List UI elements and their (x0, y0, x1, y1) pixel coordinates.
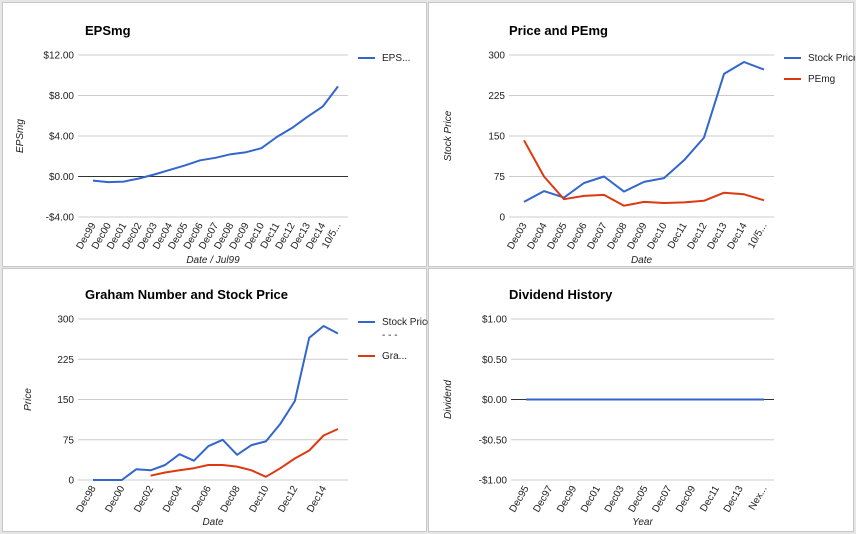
y-tick-label: 225 (57, 355, 74, 366)
x-tick-label: Dec14 (305, 484, 329, 515)
price-pe-chart: Price and PEmg075150225300Dec03Dec04Dec0… (443, 23, 855, 266)
y-tick-label: $0.00 (482, 395, 507, 406)
x-tick-label: Dec10 (248, 484, 272, 515)
x-tick-label: Dec01 (579, 484, 603, 515)
y-axis-title: Dividend (443, 380, 454, 419)
y-tick-label: 75 (63, 435, 75, 446)
legend-label: Stock Price (808, 53, 855, 64)
graham-chart-panel: Graham Number and Stock Price 0 75 150 225 30… (2, 268, 428, 532)
legend-label: Stock Price - - - (382, 317, 428, 341)
eps-chart: EPSmg-$4.00$0.00$4.00$8.00$12.00Dec99Dec… (15, 23, 410, 266)
graham-chart: Graham Number and Stock Price 0 75 150 225 30… (23, 287, 428, 528)
series-line-2 (523, 139, 765, 207)
eps-chart-panel: EPSmg -$4.00 $0.00 $4.00 $8.00 $12.00 Dec99 Dec… (2, 2, 427, 267)
dividend-chart-panel: Dividend History -$1.00 -$0.50 $0.00 $0.50 $1… (428, 268, 854, 532)
legend-label: EPS... (382, 53, 410, 64)
y-tick-label: $0.50 (482, 355, 507, 366)
x-tick-label: Dec08 (219, 484, 243, 515)
x-tick-label: Dec04 (161, 484, 185, 515)
y-tick-label: -$4.00 (46, 213, 75, 224)
x-tick-label: Dec09 (674, 484, 698, 515)
x-tick-label: Dec11 (698, 484, 722, 514)
y-tick-label: 300 (488, 51, 505, 62)
y-tick-label: -$1.00 (479, 476, 508, 487)
chart-title: Dividend History (509, 287, 613, 302)
x-axis-title: Date (202, 517, 224, 528)
x-tick-label: Dec03 (603, 484, 627, 515)
x-tick-label: Dec10 (646, 221, 670, 252)
x-tick-label: Dec99 (555, 484, 579, 515)
x-tick-label: Nex... (747, 484, 770, 512)
x-tick-label: Dec97 (531, 484, 555, 515)
y-tick-label: -$0.50 (479, 435, 508, 446)
legend-label: Gra... (382, 351, 407, 362)
x-tick-label: Dec14 (726, 221, 750, 252)
y-tick-label: $12.00 (43, 51, 74, 62)
dividend-chart: Dividend History -$1.00 -$0.50 $0.00 $0.50 $1… (443, 287, 774, 528)
price-pe-chart-panel: Price and PEmg 0 75 150 225 300 Dec03 Dec04 Dec0… (428, 2, 855, 267)
x-tick-label: Dec12 (276, 484, 300, 515)
y-tick-label: $1.00 (482, 315, 507, 326)
y-tick-label: $0.00 (49, 172, 74, 183)
x-tick-label: Dec95 (508, 484, 532, 515)
y-tick-label: 75 (494, 172, 506, 183)
x-axis-title: Year (632, 517, 653, 528)
y-axis-title: Stock Price (443, 110, 454, 161)
series-line-1 (93, 325, 339, 481)
y-axis-title: Price (23, 388, 34, 411)
y-tick-label: 0 (499, 213, 505, 224)
chart-title: Graham Number and Stock Price (85, 287, 288, 302)
y-tick-label: 225 (488, 91, 505, 102)
x-tick-label: Dec13 (722, 484, 746, 515)
y-tick-label: 150 (57, 395, 74, 406)
series-line-1 (523, 61, 765, 203)
chart-title: EPSmg (85, 23, 131, 38)
x-tick-label: Dec07 (650, 484, 674, 515)
x-tick-label: Dec00 (103, 484, 127, 515)
series-line-1 (92, 85, 339, 184)
x-axis-title: Date (631, 255, 653, 266)
y-tick-label: $4.00 (49, 132, 74, 143)
x-tick-label: Dec02 (132, 484, 156, 515)
y-tick-label: $8.00 (49, 91, 74, 102)
legend-label: PEmg (808, 74, 835, 85)
x-tick-label: Dec05 (627, 484, 651, 515)
y-tick-label: 150 (488, 132, 505, 143)
x-tick-label: Dec06 (190, 484, 214, 515)
y-tick-label: 0 (68, 476, 74, 487)
x-tick-label: Dec98 (75, 484, 99, 515)
series-line-2 (150, 428, 339, 478)
chart-title: Price and PEmg (509, 23, 608, 38)
x-axis-title: Date / Jul99 (186, 255, 240, 266)
y-axis-title: EPSmg (15, 119, 26, 153)
y-tick-label: 300 (57, 315, 74, 326)
x-tick-label: 10/5... (746, 221, 769, 251)
